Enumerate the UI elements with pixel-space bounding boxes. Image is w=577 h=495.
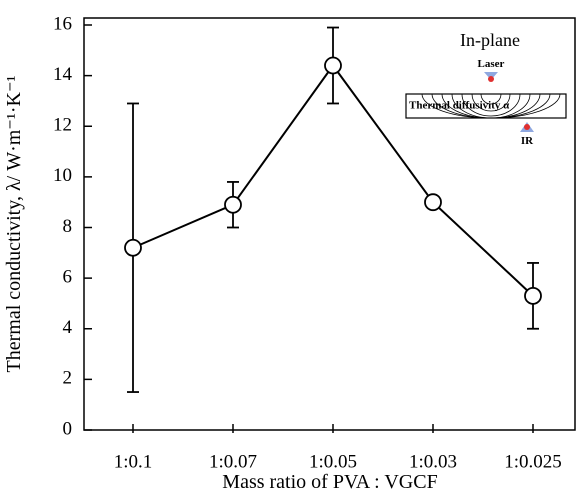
- x-tick-label: 1:0.05: [309, 451, 357, 472]
- inset-title: In-plane: [460, 30, 520, 50]
- y-tick-label: 8: [63, 216, 73, 237]
- marker: [224, 195, 242, 214]
- marker: [124, 238, 142, 257]
- y-tick-label: 14: [53, 64, 73, 85]
- x-tick-label: 1:0.025: [504, 451, 562, 472]
- y-tick-label: 2: [63, 368, 73, 389]
- ir-spot: [524, 124, 530, 130]
- marker: [324, 56, 342, 75]
- marker: [424, 193, 442, 212]
- x-tick-label: 1:0.1: [114, 451, 153, 472]
- marker: [524, 286, 542, 305]
- y-tick-label: 6: [63, 266, 73, 287]
- inset-sample: Thermal diffusivity α: [409, 100, 510, 112]
- inset-detector: IR: [521, 135, 534, 147]
- plot-frame: [83, 17, 576, 431]
- diffusion-arcs: [421, 93, 561, 119]
- inset: In-plane Laser Thermal diffusivity α IR: [405, 30, 567, 147]
- x-tick-label: 1:0.03: [409, 451, 457, 472]
- y-tick-label: 12: [53, 115, 72, 136]
- x-tick-label: 1:0.07: [209, 451, 257, 472]
- laser-spot: [488, 76, 494, 82]
- y-tick-label: 4: [63, 317, 73, 338]
- y-axis-label: Thermal conductivity, λ/ W·m⁻¹·K⁻¹: [3, 76, 25, 373]
- y-tick-label: 16: [53, 13, 72, 34]
- y-tick-label: 10: [53, 165, 72, 186]
- y-tick-label: 0: [63, 418, 73, 439]
- x-axis-label: Mass ratio of PVA : VGCF: [222, 471, 437, 493]
- inset-source: Laser: [478, 58, 505, 70]
